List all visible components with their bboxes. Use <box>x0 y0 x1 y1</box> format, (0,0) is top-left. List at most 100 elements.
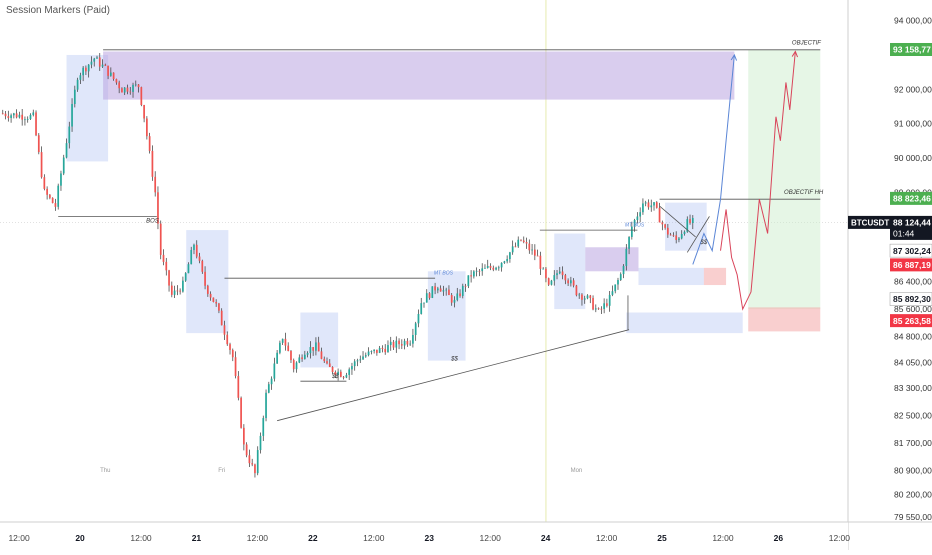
candle[interactable] <box>262 415 265 442</box>
candle[interactable] <box>633 218 636 232</box>
candle[interactable] <box>245 442 248 458</box>
candle[interactable] <box>315 337 317 356</box>
candle[interactable] <box>456 287 459 302</box>
candle[interactable] <box>470 270 472 283</box>
candle[interactable] <box>43 174 46 191</box>
candle[interactable] <box>151 145 154 181</box>
candle[interactable] <box>328 359 331 368</box>
candle[interactable] <box>539 251 542 275</box>
candle[interactable] <box>403 338 406 350</box>
candle[interactable] <box>276 350 278 365</box>
candle[interactable] <box>229 342 231 355</box>
price-badge[interactable]: 93 158,77 <box>890 42 932 56</box>
candle[interactable] <box>109 67 112 77</box>
candle[interactable] <box>7 110 10 122</box>
candle[interactable] <box>115 78 118 85</box>
candle[interactable] <box>678 236 680 243</box>
candle[interactable] <box>337 368 339 381</box>
candle[interactable] <box>556 269 558 280</box>
candle[interactable] <box>570 276 572 287</box>
candle[interactable] <box>240 396 242 429</box>
candle[interactable] <box>212 297 215 303</box>
candle[interactable] <box>367 347 370 357</box>
candle[interactable] <box>187 262 190 274</box>
candle[interactable] <box>65 138 68 159</box>
candle[interactable] <box>32 109 35 117</box>
candle[interactable] <box>237 371 240 401</box>
candle[interactable] <box>4 110 7 120</box>
candle[interactable] <box>614 284 617 294</box>
candle[interactable] <box>575 284 578 297</box>
candle[interactable] <box>664 223 666 230</box>
indicator-title[interactable]: Session Markers (Paid) <box>6 5 110 16</box>
candle[interactable] <box>267 381 270 394</box>
candle[interactable] <box>395 336 398 353</box>
candle[interactable] <box>617 277 619 290</box>
candle[interactable] <box>675 231 678 244</box>
candle[interactable] <box>123 87 126 96</box>
candle[interactable] <box>312 347 315 356</box>
candle[interactable] <box>21 108 24 126</box>
candle[interactable] <box>531 243 533 255</box>
candle[interactable] <box>284 332 287 351</box>
candle[interactable] <box>148 132 151 154</box>
candle[interactable] <box>484 264 486 269</box>
candle[interactable] <box>669 232 672 236</box>
candle[interactable] <box>597 307 600 310</box>
candle[interactable] <box>489 263 492 271</box>
candle[interactable] <box>581 293 583 306</box>
candle[interactable] <box>179 288 181 295</box>
candle[interactable] <box>506 255 508 264</box>
candle[interactable] <box>40 146 43 179</box>
candle[interactable] <box>412 328 414 348</box>
price-badge[interactable]: 85 892,30 <box>889 292 932 306</box>
candle[interactable] <box>509 251 511 263</box>
candle[interactable] <box>392 339 395 350</box>
candle[interactable] <box>373 349 375 354</box>
candle[interactable] <box>644 200 647 207</box>
candle[interactable] <box>198 252 201 264</box>
candle[interactable] <box>689 214 691 225</box>
candle[interactable] <box>589 294 592 304</box>
candle[interactable] <box>473 270 475 279</box>
candle[interactable] <box>243 424 245 451</box>
candle[interactable] <box>522 236 525 244</box>
candle[interactable] <box>184 272 187 282</box>
candle[interactable] <box>218 302 220 314</box>
candle[interactable] <box>26 116 29 123</box>
candle[interactable] <box>234 351 237 379</box>
price-badge[interactable]: 87 302,24 <box>889 243 932 258</box>
candle[interactable] <box>608 290 611 312</box>
candle[interactable] <box>400 339 403 350</box>
candle[interactable] <box>12 112 15 119</box>
candle[interactable] <box>162 249 165 266</box>
candle[interactable] <box>137 84 140 93</box>
candle[interactable] <box>517 236 520 248</box>
candle[interactable] <box>49 193 51 200</box>
candle[interactable] <box>661 220 664 231</box>
candle[interactable] <box>691 215 694 230</box>
candle[interactable] <box>542 267 545 270</box>
candle[interactable] <box>134 80 137 87</box>
candle[interactable] <box>182 276 184 293</box>
candle[interactable] <box>265 389 267 422</box>
candle[interactable] <box>680 230 683 240</box>
candle[interactable] <box>564 273 567 285</box>
candle[interactable] <box>60 170 62 191</box>
candle[interactable] <box>98 53 101 71</box>
candle[interactable] <box>140 86 143 107</box>
candle[interactable] <box>46 186 48 200</box>
candle[interactable] <box>370 350 373 355</box>
candle[interactable] <box>132 82 134 98</box>
candle[interactable] <box>220 308 223 326</box>
candle[interactable] <box>600 306 603 314</box>
candle[interactable] <box>425 289 428 303</box>
candle[interactable] <box>71 98 73 132</box>
candle[interactable] <box>157 186 159 230</box>
candle[interactable] <box>630 221 633 240</box>
candle[interactable] <box>650 199 653 212</box>
candle[interactable] <box>625 244 628 271</box>
